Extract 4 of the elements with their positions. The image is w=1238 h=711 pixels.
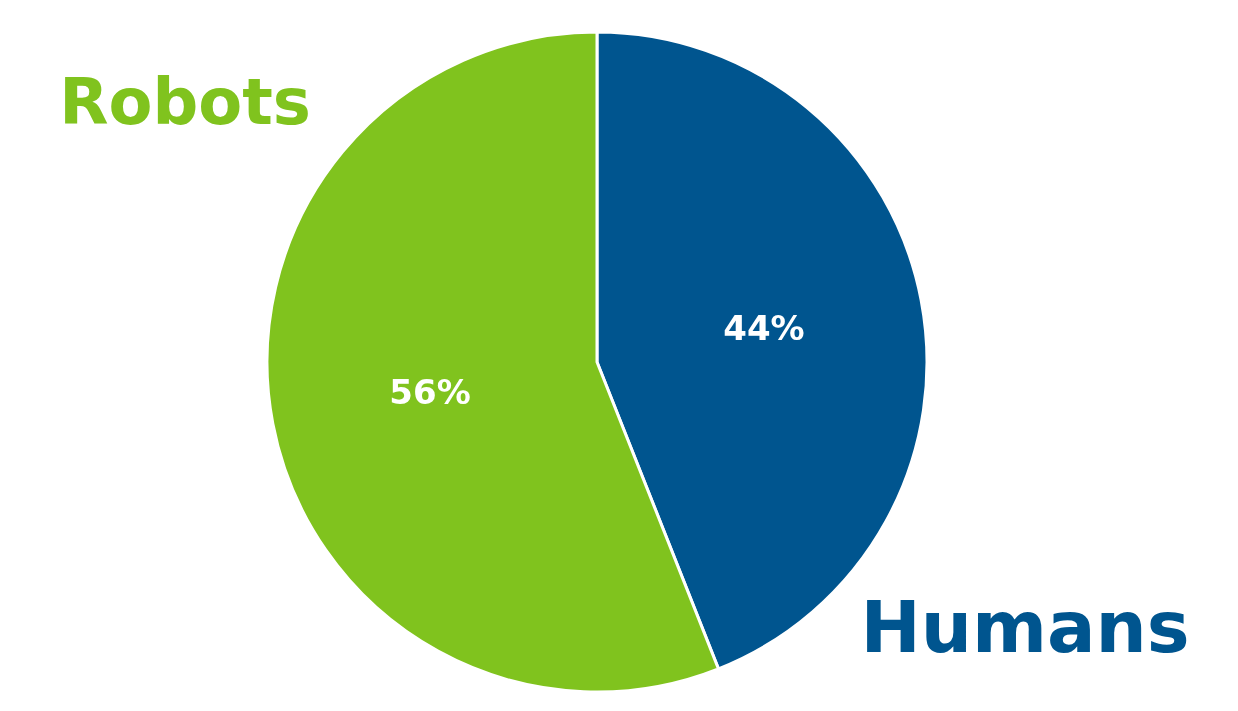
data-label: 56% <box>389 371 471 412</box>
data-label: 44% <box>723 308 805 349</box>
slice-label: Robots <box>59 65 311 139</box>
slice-label: Humans <box>860 585 1190 669</box>
